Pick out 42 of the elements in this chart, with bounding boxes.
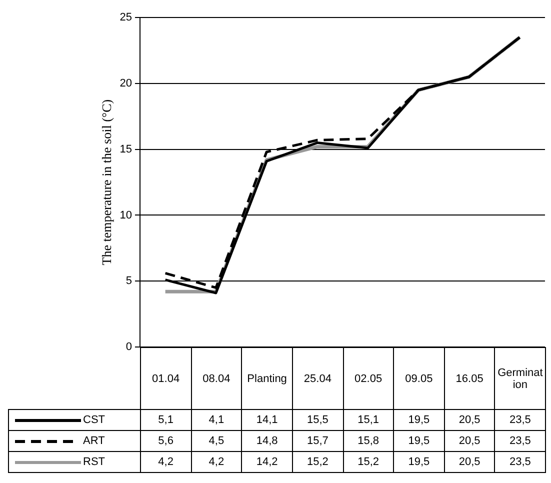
data-label: 20,5 <box>444 430 495 452</box>
data-label: 4,1 <box>191 410 242 430</box>
y-tick-label: 0 <box>126 341 132 354</box>
data-label: 14,2 <box>242 452 292 472</box>
x-tick-label: 16.05 <box>444 348 495 410</box>
y-tick-label: 5 <box>126 275 132 288</box>
data-label: 4,5 <box>191 430 242 452</box>
x-tick-label: 02.05 <box>343 348 394 410</box>
y-tick-label: 20 <box>120 78 132 90</box>
data-label: 5,6 <box>140 430 192 452</box>
data-label: 19,5 <box>394 452 444 472</box>
legend-label: ART <box>83 435 105 447</box>
data-label: 19,5 <box>394 430 444 452</box>
y-tick-label: 25 <box>120 12 132 24</box>
x-tick-label: Planting <box>242 348 292 410</box>
x-tick-label: 09.05 <box>394 348 444 410</box>
data-label: 20,5 <box>444 452 495 472</box>
data-label: 23,5 <box>494 430 546 452</box>
data-label: 23,5 <box>494 452 546 472</box>
x-tick-label: 01.04 <box>140 348 192 410</box>
data-label: 14,8 <box>242 430 292 452</box>
y-axis-title: The temperature in the soil (°C) <box>99 99 114 266</box>
y-tick-label: 15 <box>120 143 132 156</box>
x-tick-label: Germination <box>494 348 546 410</box>
data-label: 5,1 <box>140 410 192 430</box>
data-label: 4,2 <box>140 452 192 472</box>
data-label: 15,5 <box>292 410 343 430</box>
data-label: 15,2 <box>343 452 394 472</box>
data-label: 15,8 <box>343 430 394 452</box>
data-label: 15,7 <box>292 430 343 452</box>
x-tick-label: 08.04 <box>191 348 242 410</box>
data-label: 15,1 <box>343 410 394 430</box>
data-label: 15,2 <box>292 452 343 472</box>
data-label: 19,5 <box>394 410 444 430</box>
legend-label: CST <box>83 414 105 426</box>
x-tick-label: 25.04 <box>292 348 343 410</box>
data-label: 23,5 <box>494 410 546 430</box>
data-label: 14,1 <box>242 410 292 430</box>
data-label: 4,2 <box>191 452 242 472</box>
y-tick-label: 10 <box>120 209 132 222</box>
data-label: 20,5 <box>444 410 495 430</box>
legend-label: RST <box>83 456 105 468</box>
